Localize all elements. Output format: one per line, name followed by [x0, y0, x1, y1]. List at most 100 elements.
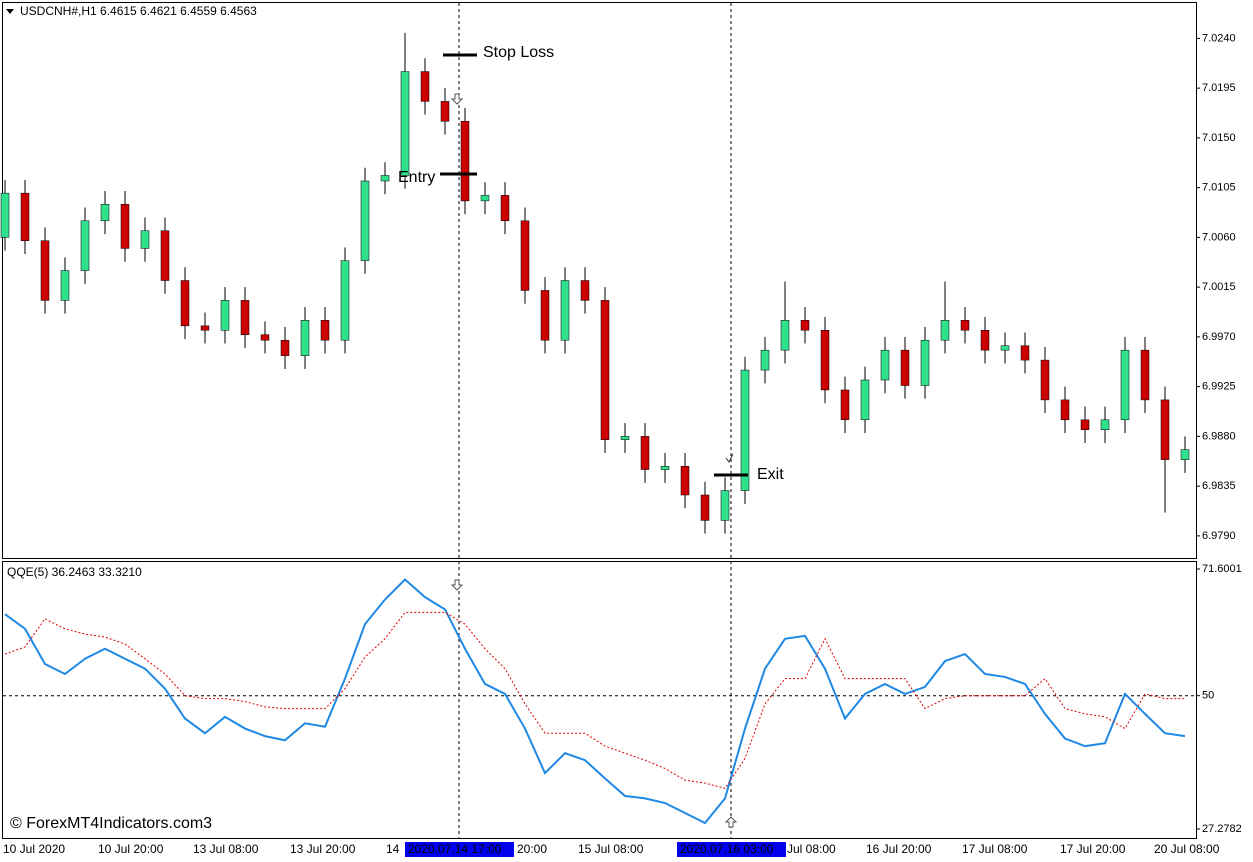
candle-body [220, 300, 230, 331]
sell-arrow [450, 93, 464, 105]
price-header: USDCNH#,H1 6.4615 6.4621 6.4559 6.4563 [20, 4, 257, 18]
candle-body [240, 300, 250, 335]
candle-body [1040, 359, 1050, 401]
x-tick-label: 13 Jul 08:00 [193, 842, 259, 856]
candle-body [140, 230, 150, 249]
x-tick-label: 16 Jul 20:00 [866, 842, 932, 856]
candle-body [520, 220, 530, 291]
candle-body [1160, 399, 1170, 460]
candle-body [1000, 345, 1010, 351]
candle-body [480, 195, 490, 202]
candle-body [20, 192, 30, 241]
annotation: Exit [757, 466, 784, 483]
sell-arrow [450, 579, 464, 591]
candle-body [740, 369, 750, 491]
x-tick-label: 14 [386, 842, 400, 856]
candle-body [0, 192, 10, 238]
y-tick-label: 6.9835 [1202, 480, 1236, 492]
candle-body [160, 230, 170, 281]
candle-body [1080, 419, 1090, 431]
x-tick-label: 17 Jul 08:00 [962, 842, 1028, 856]
candle-body [780, 320, 790, 351]
candle-body [40, 240, 50, 301]
menu-arrow [6, 9, 14, 14]
candle-body [620, 436, 630, 440]
buy-arrow [724, 816, 738, 828]
candle-body [1020, 345, 1030, 361]
candle-body [380, 175, 390, 182]
candle-body [720, 490, 730, 521]
candle-body [560, 280, 570, 341]
candle-body [880, 349, 890, 381]
candle-body [280, 339, 290, 356]
candle-body [100, 203, 110, 222]
candle-body [1060, 399, 1070, 421]
candle-body [940, 320, 950, 341]
candle-body [800, 320, 810, 331]
candle-body [900, 349, 910, 386]
candle-body [820, 330, 830, 391]
y-tick-label: 50 [1202, 690, 1214, 702]
candle-body [60, 270, 70, 301]
candle-body [400, 71, 410, 176]
y-tick-label: 6.9970 [1202, 331, 1236, 343]
candle-body [860, 379, 870, 421]
candle-body [920, 339, 930, 386]
y-tick-label: 7.0015 [1202, 281, 1236, 293]
candle-body [500, 195, 510, 222]
candle-body [980, 330, 990, 351]
candle-body [460, 121, 470, 202]
candle-body [680, 465, 690, 496]
y-tick-label: 7.0195 [1202, 82, 1236, 94]
y-tick-label: 71.6001 [1202, 563, 1242, 575]
indicator-line [4, 611, 1185, 789]
candle-body [840, 389, 850, 421]
y-tick-label: 7.0150 [1202, 132, 1236, 144]
y-tick-label: 7.0060 [1202, 231, 1236, 243]
candle-body [700, 494, 710, 521]
candle-body [600, 300, 610, 440]
annotation: Entry [398, 169, 435, 186]
candle-body [1120, 349, 1130, 421]
candle-body [260, 334, 270, 341]
candle-body [340, 260, 350, 341]
y-tick-label: 6.9925 [1202, 381, 1236, 393]
candle-body [540, 290, 550, 341]
y-tick-label: 7.0105 [1202, 182, 1236, 194]
candle-body [760, 349, 770, 371]
candle-body [200, 325, 210, 331]
candle-body [640, 436, 650, 470]
indicator-header: QQE(5) 36.2463 33.3210 [7, 565, 142, 579]
candle-body [960, 320, 970, 331]
x-tick-label: 20:00 [517, 842, 547, 856]
annotation: Stop Loss [483, 44, 554, 61]
candle-body [80, 220, 90, 271]
x-tick-label: Jul 08:00 [787, 842, 836, 856]
candle-body [1180, 449, 1190, 460]
candle-body [660, 465, 670, 470]
candle-body [180, 280, 190, 327]
x-tick-label: 15 Jul 08:00 [578, 842, 644, 856]
y-tick-label: 27.2782 [1202, 823, 1242, 835]
watermark: © ForexMT4Indicators.com3 [10, 815, 212, 832]
x-tick-label: 2020.07.14 17:00 [408, 842, 502, 856]
candle-body [440, 101, 450, 122]
y-tick-label: 7.0240 [1202, 32, 1236, 44]
label-highlight [677, 842, 786, 857]
candle-body [120, 203, 130, 249]
candle-body [1140, 349, 1150, 401]
price-pane [2, 2, 1197, 559]
candle-body [1100, 419, 1110, 431]
x-tick-label: 2020.07.16 03:00 [680, 842, 774, 856]
x-tick-label: 17 Jul 20:00 [1060, 842, 1126, 856]
x-tick-label: 13 Jul 20:00 [290, 842, 356, 856]
indicator-line [4, 578, 1186, 825]
label-highlight [405, 842, 514, 857]
candle-body [300, 320, 310, 356]
x-tick-label: 20 Jul 08:00 [1154, 842, 1220, 856]
indicator-pane [2, 561, 1197, 839]
x-tick-label: 10 Jul 2020 [3, 842, 65, 856]
candle-body [320, 320, 330, 341]
y-tick-label: 6.9790 [1202, 530, 1236, 542]
